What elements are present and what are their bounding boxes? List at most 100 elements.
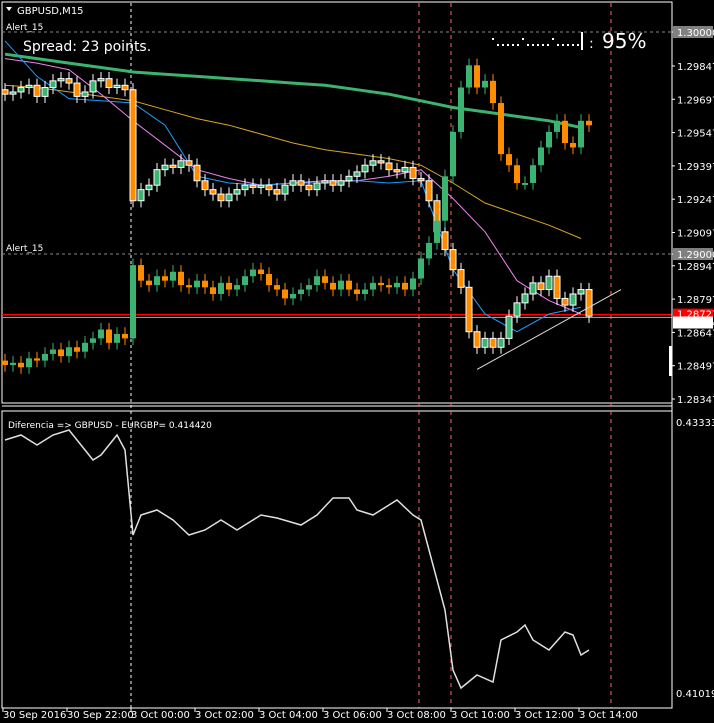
price-tick-label: 1.28647: [677, 328, 714, 339]
overlay-candle-body: [130, 265, 136, 339]
overlay-candle-body: [458, 87, 464, 132]
bid-price-bg: [673, 316, 713, 329]
candle-body: [393, 169, 401, 173]
overlay-candle-body: [178, 271, 184, 286]
progress-colon: :: [589, 36, 594, 52]
progress-marker: [581, 32, 583, 50]
price-tick-label: 1.30000: [677, 28, 714, 39]
price-label-bg: [673, 248, 713, 261]
candle-body: [153, 169, 161, 186]
candle-body: [33, 84, 41, 97]
candle-body: [401, 166, 409, 173]
overlay-candle-body: [10, 362, 16, 366]
candle-body: [521, 293, 529, 304]
overlay-candle-body: [274, 285, 280, 290]
candle-body: [209, 189, 217, 195]
candle-body: [449, 249, 457, 271]
dropdown-triangle-icon[interactable]: [6, 7, 12, 11]
candle-body: [385, 162, 393, 171]
overlay-candle-body: [314, 276, 320, 286]
candle-body: [1, 89, 9, 95]
overlay-candle-body: [354, 289, 360, 294]
overlay-candle-body: [490, 80, 496, 104]
progress-dot: [522, 38, 524, 40]
overlay-candle-body: [338, 280, 344, 290]
overlay-candle-body: [282, 289, 288, 299]
candle-body: [113, 84, 121, 89]
candle-body: [265, 184, 273, 191]
candle-body: [105, 78, 113, 89]
bid-price-label: 1.28714: [677, 319, 714, 330]
overlay-candle-body: [82, 342, 88, 352]
indicator-line: [4, 429, 590, 690]
candle-body: [337, 180, 345, 186]
overlay-candle-body: [562, 120, 568, 144]
moving-average-ma_long: [4, 52, 582, 129]
progress-dot: [502, 44, 504, 46]
candle-body: [297, 180, 305, 186]
progress-dot: [547, 44, 549, 46]
overlay-candle-body: [162, 276, 168, 281]
overlay-candle-body: [530, 165, 536, 183]
overlay-candle-body: [306, 285, 312, 290]
overlay-candle-body: [18, 362, 24, 368]
price-tick-label: 1.29547: [677, 129, 714, 140]
trendline: [476, 289, 622, 370]
overlay-candle-body: [66, 347, 72, 357]
overlay-candle-body: [570, 143, 576, 148]
time-tick-label: 3 Oct 08:00: [387, 710, 446, 721]
overlay-candle-body: [410, 278, 416, 290]
overlay-candle-body: [242, 276, 248, 286]
overlay-candle-body: [514, 165, 520, 183]
indicator-title: Diferencia => GBPUSD - EURGBP= 0.414420: [8, 421, 212, 431]
overlay-candle-body: [26, 358, 32, 368]
progress-dot: [532, 44, 534, 46]
overlay-candle-body: [418, 258, 424, 279]
main-chart-frame: [1, 1, 673, 404]
candle-body: [249, 184, 257, 188]
candle-body: [281, 184, 289, 195]
progress-dot: [577, 44, 579, 46]
candle-body: [377, 160, 385, 164]
overlay-candle-body: [522, 182, 528, 185]
overlay-candle-body: [346, 280, 352, 290]
spread-label: Spread: 23 points.: [23, 39, 151, 55]
candle-body: [201, 180, 209, 191]
progress-dot: [572, 44, 574, 46]
candle-body: [457, 269, 465, 288]
alert-label-top: Alert_15: [6, 23, 43, 33]
progress-indicator: [492, 32, 583, 50]
progress-dot: [517, 44, 519, 46]
overlay-candle-body: [538, 147, 544, 166]
candle-body: [585, 289, 593, 317]
progress-dot: [567, 44, 569, 46]
overlay-candle-body: [114, 333, 120, 343]
candle-body: [161, 164, 169, 171]
overlay-candle-body: [266, 274, 272, 286]
price-tick-label: 1.28497: [677, 362, 714, 373]
red-line-price-label: 1.28727: [677, 310, 714, 321]
candle-body: [81, 91, 89, 97]
time-tick-label: 30 Sep 2016: [3, 710, 66, 721]
candle-body: [529, 282, 537, 295]
red-line-price-bg: [673, 308, 713, 319]
progress-dot: [552, 38, 554, 40]
overlay-candle-body: [58, 349, 64, 357]
overlay-candle-body: [186, 285, 192, 288]
overlay-candle-body: [586, 120, 592, 126]
candle-body: [497, 337, 505, 348]
overlay-candle-body: [106, 329, 112, 343]
candle-body: [17, 87, 25, 93]
progress-dot: [512, 44, 514, 46]
overlay-candle-body: [370, 282, 376, 290]
price-tick-label: 1.29247: [677, 195, 714, 206]
overlay-candle-body: [218, 282, 224, 294]
candle-body: [73, 82, 81, 97]
scroll-marker: [669, 346, 672, 376]
overlay-candle-body: [554, 120, 560, 132]
candle-body: [537, 282, 545, 291]
overlay-candle-body: [258, 269, 264, 275]
progress-dot: [557, 44, 559, 46]
candle-body: [185, 160, 193, 166]
